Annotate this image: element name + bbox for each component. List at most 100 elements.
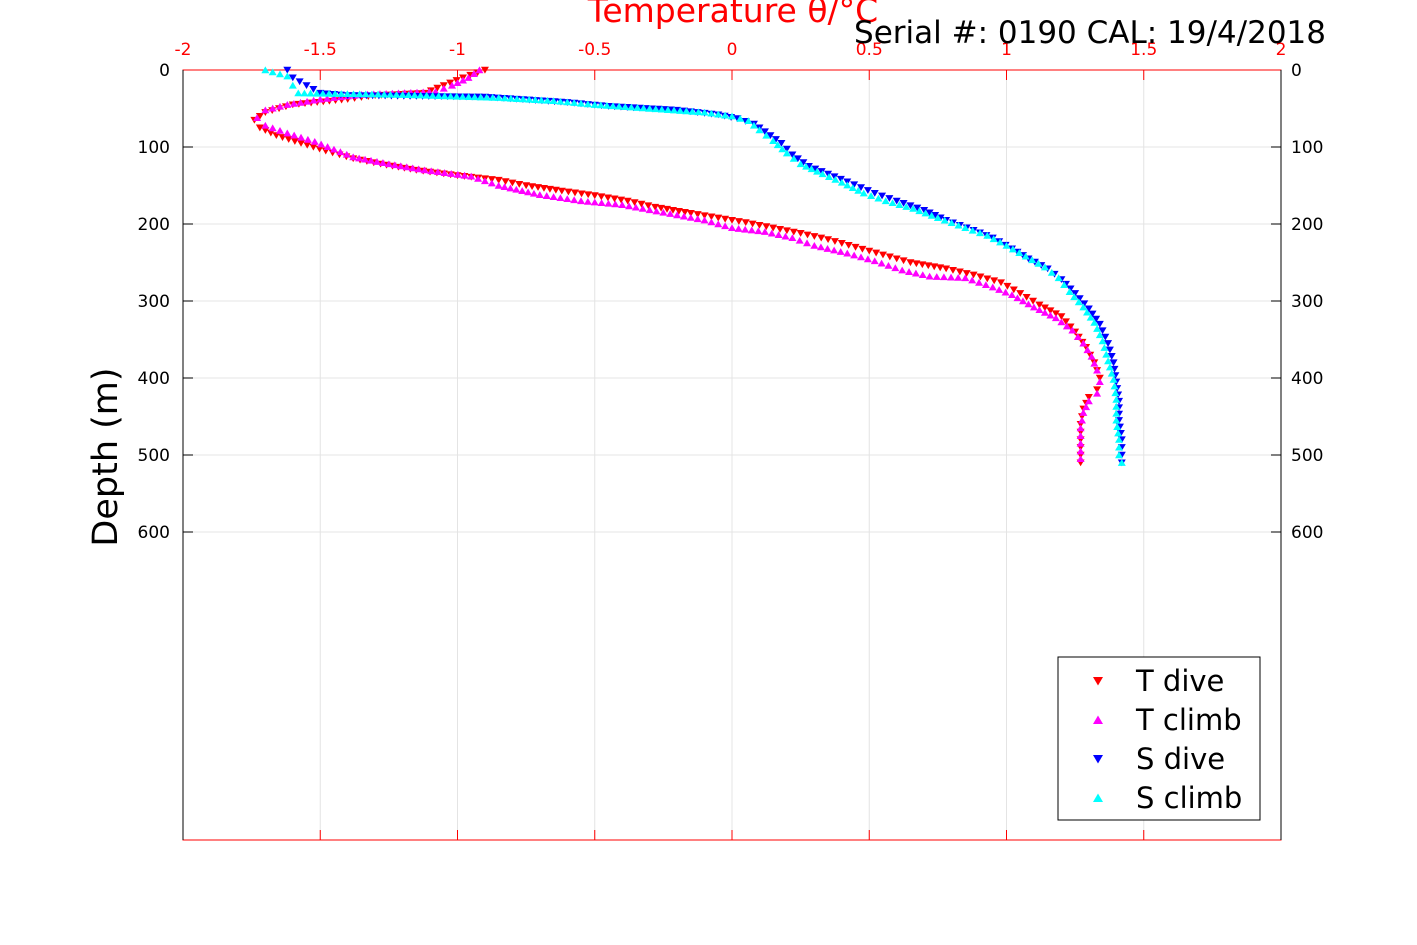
data-point-interp <box>877 259 886 267</box>
data-point-interp <box>884 261 893 269</box>
data-point-interp <box>1086 313 1095 321</box>
data-point-interp <box>707 109 716 117</box>
data-point <box>769 137 778 145</box>
data-point <box>255 124 264 132</box>
data-point-interp <box>981 281 990 289</box>
data-point <box>796 230 805 237</box>
data-point-interp <box>810 233 819 240</box>
data-point <box>645 104 654 112</box>
data-point-interp <box>789 228 798 236</box>
data-point-interp <box>816 243 825 251</box>
data-point-interp <box>1070 293 1079 301</box>
data-point-interp <box>830 173 839 181</box>
data-point-interp <box>549 193 558 200</box>
data-point-interp <box>663 106 672 113</box>
data-point-interp <box>811 165 820 173</box>
data-point-interp <box>905 268 914 275</box>
data-point-interp <box>1018 297 1027 305</box>
data-point-interp <box>837 240 846 247</box>
data-point <box>997 279 1006 287</box>
data-point-interp <box>885 195 894 202</box>
data-point-interp <box>604 199 613 207</box>
data-point-interp <box>570 196 579 204</box>
data-point-interp <box>331 90 340 97</box>
data-point-interp <box>968 276 977 284</box>
data-point-interp <box>452 92 461 100</box>
data-point-interp <box>823 245 832 252</box>
data-point-interp <box>954 221 963 229</box>
data-point-interp <box>728 216 736 224</box>
data-point <box>1071 290 1080 297</box>
data-point-interp <box>453 170 462 178</box>
data-point <box>700 216 709 224</box>
data-point-interp <box>1110 382 1119 390</box>
data-point-interp <box>452 77 461 84</box>
data-point-interp <box>551 186 560 194</box>
data-point-interp <box>534 184 543 191</box>
data-point-interp <box>317 140 326 148</box>
data-point-interp <box>1062 322 1071 330</box>
data-point-interp <box>1073 333 1082 341</box>
data-point-interp <box>843 181 852 189</box>
data-point-interp <box>947 219 956 227</box>
data-point-interp <box>268 124 277 132</box>
data-point-interp <box>1009 286 1018 294</box>
data-point-interp <box>469 70 478 78</box>
data-point-interp <box>300 89 309 97</box>
data-point-interp <box>1115 443 1124 451</box>
data-point <box>1093 366 1102 374</box>
data-point-interp <box>480 177 489 185</box>
data-point-interp <box>458 76 467 84</box>
data-point-interp <box>596 101 605 109</box>
data-point-interp <box>482 93 491 101</box>
data-point <box>728 224 736 232</box>
data-point <box>480 66 489 74</box>
data-point-interp <box>1098 327 1107 335</box>
data-point-interp <box>470 93 479 101</box>
data-point-interp <box>422 91 431 99</box>
data-point-interp <box>857 184 866 192</box>
data-point-interp <box>836 175 845 183</box>
data-point-interp <box>1046 307 1055 315</box>
data-point-interp <box>700 212 709 220</box>
data-point-interp <box>367 90 376 98</box>
data-point <box>1084 394 1093 401</box>
data-point-interp <box>414 165 423 173</box>
data-point <box>475 66 484 74</box>
data-point-interp <box>440 92 449 100</box>
data-point <box>1035 301 1044 309</box>
data-point <box>283 129 292 137</box>
data-point-interp <box>531 96 540 103</box>
data-point-interp <box>609 102 618 110</box>
data-point-interp <box>597 199 606 207</box>
chart-subtitle: Serial #: 0190 CAL: 19/4/2018 <box>854 15 1326 51</box>
data-point-interp <box>543 96 552 104</box>
data-point <box>1112 395 1121 403</box>
data-point-interp <box>427 167 436 175</box>
y-tick-label: 0 <box>159 61 170 81</box>
data-point <box>920 206 929 214</box>
legend-marker <box>1093 715 1103 724</box>
y-tick-label: 500 <box>138 446 170 466</box>
data-point-interp <box>323 143 332 150</box>
data-point-interp <box>932 273 941 280</box>
data-point-interp <box>625 202 634 210</box>
legend-label: T dive <box>1135 664 1224 698</box>
data-point-interp <box>755 221 764 229</box>
data-point-interp <box>602 101 611 109</box>
data-point-interp <box>996 238 1005 246</box>
data-point-interp <box>261 127 270 134</box>
data-point-interp <box>1076 447 1085 455</box>
data-point-interp <box>296 98 305 106</box>
data-point-interp <box>446 79 455 87</box>
data-point-interp <box>545 185 554 193</box>
data-point-interp <box>857 253 866 261</box>
data-point <box>1068 326 1077 334</box>
data-point <box>1095 378 1104 386</box>
data-point-interp <box>674 207 683 215</box>
legend: T dive T climb S dive S climb <box>1057 656 1261 821</box>
data-point <box>494 181 503 189</box>
data-point-interp <box>342 150 351 158</box>
x-tick-label: 0.5 <box>856 40 883 60</box>
data-point-interp <box>778 145 787 153</box>
